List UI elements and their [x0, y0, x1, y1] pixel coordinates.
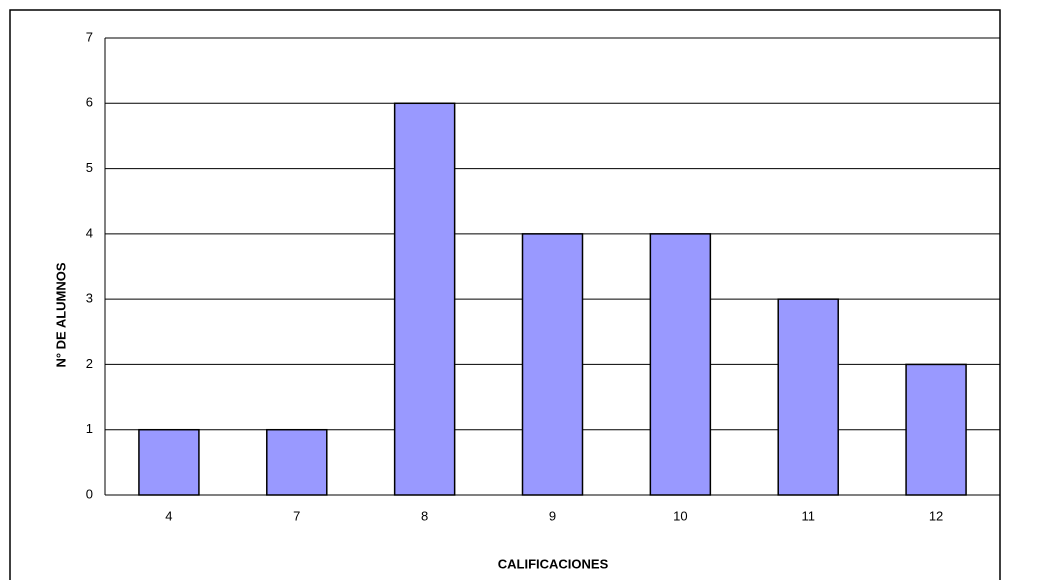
y-tick-label: 7	[86, 29, 93, 44]
x-tick-label: 7	[293, 508, 300, 523]
y-tick-label: 0	[86, 486, 93, 501]
y-tick-label: 2	[86, 356, 93, 371]
x-tick-label: 11	[801, 508, 815, 523]
bar	[649, 233, 712, 496]
y-tick-label: 1	[86, 421, 93, 436]
y-tick-label: 3	[86, 291, 93, 306]
y-tick-label: 5	[86, 160, 93, 175]
bar	[777, 298, 839, 496]
x-tick-label: 10	[673, 508, 687, 523]
bar	[905, 363, 967, 496]
bar	[521, 233, 584, 496]
x-tick-label: 9	[549, 508, 556, 523]
bar	[138, 428, 200, 496]
y-tick-label: 4	[86, 225, 93, 240]
bar	[393, 102, 456, 496]
x-axis-title: CALIFICACIONES	[498, 556, 609, 571]
x-tick-label: 12	[929, 508, 943, 523]
x-tick-label: 8	[421, 508, 428, 523]
y-tick-label: 6	[86, 95, 93, 110]
x-tick-label: 4	[165, 508, 172, 523]
bar	[266, 428, 328, 496]
y-axis-title: N° DE ALUMNOS	[53, 262, 68, 367]
